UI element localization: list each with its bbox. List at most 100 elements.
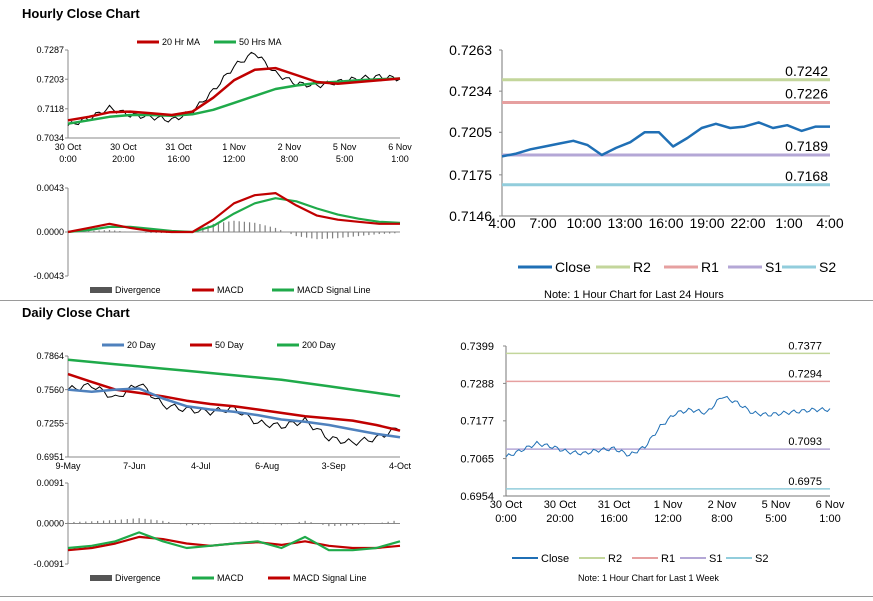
daily-macd-divergence-bar: [156, 520, 158, 524]
daily-divergence-legend-label: Divergence: [115, 573, 161, 583]
daily-macd-divergence-bar: [132, 518, 134, 524]
hourly-macd-divergence-bar: [357, 232, 360, 237]
daily-macd-divergence-bar: [387, 521, 389, 524]
daily-macd-divergence-bar: [108, 520, 111, 524]
daily-macd-divergence-bar: [144, 518, 146, 524]
hourly-macd-divergence-bar: [114, 230, 116, 233]
daily-macd-divergence-bar: [233, 522, 235, 524]
daily-macd-divergence-bar: [73, 521, 75, 524]
hourly-macd-divergence-bar: [119, 230, 121, 233]
hourly-level-label-r2: 0.7242: [785, 63, 828, 79]
hourly-close-note: Note: 1 Hour Chart for Last 24 Hours: [544, 289, 724, 301]
hourly-macd-divergence-bar: [368, 232, 370, 236]
daily-macd-divergence-bar: [197, 523, 200, 525]
daily-macd-divergence-bar: [346, 523, 348, 526]
hourly-macd-divergence-bar: [145, 232, 147, 233]
daily-macd-divergence-bar: [251, 522, 253, 524]
weekly-level-label-r1: 0.7294: [788, 368, 822, 380]
hourly-macd-divergence-bar: [243, 221, 245, 233]
hourly-macd-divergence-bar: [124, 231, 126, 233]
hourly-macd-divergence-bar: [363, 232, 365, 236]
hourly-macd-divergence-bar: [306, 232, 308, 238]
hourly-macd-divergence-bar: [326, 232, 328, 239]
daily-macd-divergence-bar: [263, 522, 265, 524]
hourly-macd-divergence-bar: [274, 227, 277, 233]
daily-macd-divergence-bar: [85, 521, 87, 524]
daily-macd-signal-legend-label: MACD Signal Line: [293, 573, 367, 583]
hourly-macd-divergence-bar: [212, 223, 214, 233]
weekly-close-x-tick-label: 16:00: [600, 513, 628, 525]
daily-200-day-legend-label: 200 Day: [302, 340, 336, 350]
hourly-price-x-tick-label: 1:00: [391, 154, 409, 164]
weekly-s2-legend-label: S2: [755, 553, 768, 565]
daily-macd-divergence-bar: [97, 520, 99, 524]
daily-macd-divergence-bar: [340, 523, 342, 526]
hourly-price-y-tick-label: 0.7118: [37, 104, 64, 114]
daily-macd-divergence-bar: [245, 522, 247, 524]
hourly-close-x-tick-label: 16:00: [648, 215, 683, 231]
hourly-macd-y-tick-label: 0.0000: [36, 227, 64, 237]
daily-macd-divergence-bar: [168, 521, 170, 524]
daily-price-x-tick-label: 7-Jun: [123, 461, 146, 471]
daily-macd-divergence-bar: [67, 522, 69, 524]
daily-macd-divergence-bar: [162, 520, 164, 524]
hourly-20hr-ma-legend-label: 20 Hr MA: [162, 37, 200, 47]
hourly-close-x-tick-label: 22:00: [730, 215, 765, 231]
hourly-macd-divergence-bar: [103, 230, 105, 233]
hourly-price-x-tick-label: 1 Nov: [222, 142, 246, 152]
hourly-macd-divergence-bar: [150, 232, 152, 234]
hourly-macd-divergence-bar: [373, 232, 375, 235]
daily-macd-divergence-bar: [322, 523, 324, 525]
hourly-macd-divergence-bar: [394, 232, 396, 234]
weekly-level-label-s2: 0.6975: [788, 476, 822, 488]
daily-divergence-legend-swatch: [90, 575, 112, 581]
daily-section-title: Daily Close Chart: [22, 305, 130, 320]
weekly-close-x-tick-label: 30 Oct: [490, 499, 522, 511]
daily-macd-divergence-bar: [257, 522, 259, 524]
hourly-price-y-tick-label: 0.7034: [36, 133, 64, 143]
hourly-r1-legend-label: R1: [701, 259, 719, 275]
daily-macd-divergence-bar: [138, 518, 140, 524]
daily-macd-divergence-bar: [209, 523, 211, 525]
daily-macd-divergence-bar: [381, 522, 383, 524]
hourly-macd-divergence-bar: [233, 220, 235, 233]
hourly-close-x-tick-label: 1:00: [775, 215, 802, 231]
daily-50-day-legend-label: 50 Day: [215, 340, 244, 350]
hourly-price-x-tick-label: 12:00: [223, 154, 246, 164]
hourly-macd-divergence-bar: [88, 230, 90, 233]
hourly-close-y-tick-label: 0.7175: [449, 167, 492, 183]
hourly-macd-divergence-bar: [342, 232, 344, 238]
weekly-close-y-tick-label: 0.6954: [460, 491, 494, 503]
daily-macd-y-tick-label: 0.0000: [36, 519, 64, 529]
hourly-macd-divergence-bar: [352, 232, 354, 237]
hourly-close-y-tick-label: 0.7146: [449, 208, 492, 224]
hourly-macd-line: [67, 192, 400, 234]
hourly-close-x-tick-label: 19:00: [689, 215, 724, 231]
daily-macd-divergence-bar: [286, 523, 288, 525]
hourly-macd-divergence-bar: [254, 222, 256, 233]
hourly-macd-divergence-bar: [383, 232, 386, 234]
daily-macd-divergence-bar: [334, 523, 336, 526]
hourly-price-y-tick-label: 0.7287: [36, 45, 64, 55]
daily-macd-divergence-bar: [114, 519, 117, 524]
weekly-close-y-tick-label: 0.7177: [460, 416, 494, 428]
daily-macd-divergence-bar: [328, 523, 330, 527]
hourly-macd-divergence-bar: [238, 221, 240, 233]
daily-200-day-line: [67, 358, 401, 398]
hourly-s2-legend-label: S2: [819, 259, 836, 275]
daily-macd-divergence-bar: [274, 523, 277, 525]
weekly-r1-legend-label: R1: [661, 553, 675, 565]
hourly-level-label-r1: 0.7226: [785, 85, 828, 101]
daily-20-day-legend-label: 20 Day: [127, 340, 156, 350]
daily-macd-divergence-bar: [298, 521, 300, 524]
daily-macd-divergence-bar: [393, 520, 395, 524]
daily-macd-divergence-bar: [203, 523, 205, 525]
hourly-price-x-tick-label: 30 Oct: [55, 142, 82, 152]
hourly-50hr-ma-legend-label: 50 Hrs MA: [239, 37, 282, 47]
daily-price-line: [67, 382, 401, 446]
weekly-close-line: [505, 395, 831, 458]
hourly-macd-divergence-bar: [155, 232, 157, 234]
weekly-r2-legend-label: R2: [608, 553, 622, 565]
hourly-price-x-tick-label: 20:00: [112, 154, 135, 164]
daily-macd-divergence-bar: [239, 522, 241, 524]
